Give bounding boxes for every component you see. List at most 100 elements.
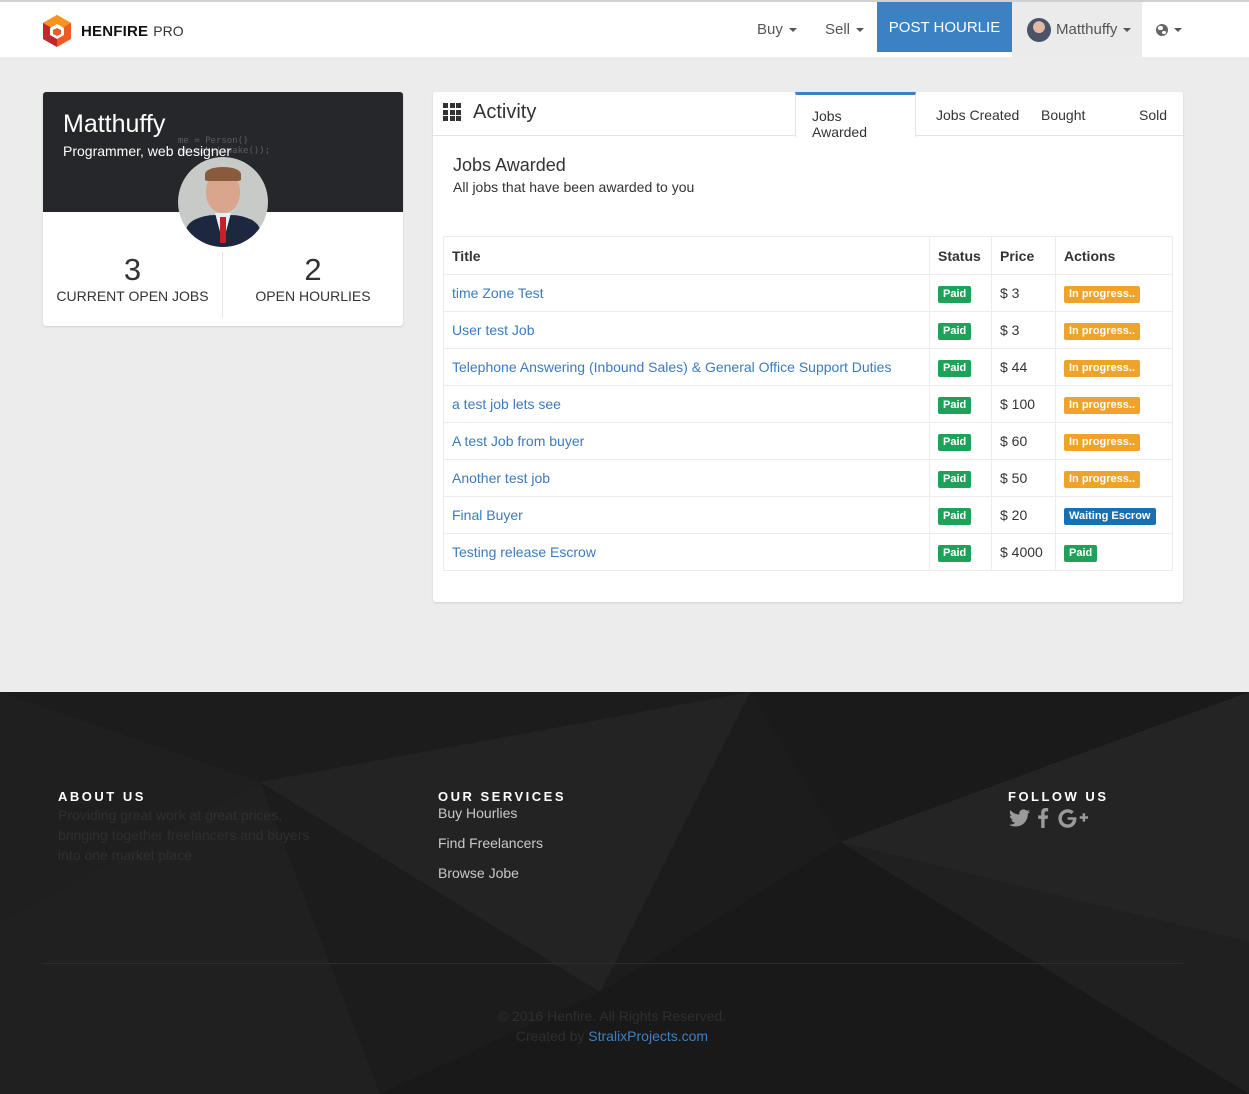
job-title-link[interactable]: time Zone Test xyxy=(452,285,544,301)
created-by-line: Created by StralixProjects.com xyxy=(0,1026,1224,1046)
status-badge: Paid xyxy=(938,322,972,340)
job-title-cell: Another test job xyxy=(443,459,930,497)
column-header-status: Status xyxy=(929,236,992,275)
nav-buy-dropdown[interactable]: Buy xyxy=(757,2,797,57)
status-cell: Paid xyxy=(929,533,992,571)
action-badge[interactable]: In progress.. xyxy=(1064,359,1141,377)
action-badge[interactable]: Waiting Escrow xyxy=(1064,507,1156,525)
action-cell: In progress.. xyxy=(1055,459,1173,497)
tab-jobs-created[interactable]: Jobs Created xyxy=(936,107,1020,123)
copyright-text: © 2016 Henfire. All Rights Reserved. xyxy=(497,1008,727,1024)
facebook-icon[interactable] xyxy=(1037,808,1049,828)
stat-label: OPEN HOURLIES xyxy=(255,288,371,304)
status-cell: Paid xyxy=(929,385,992,423)
status-cell: Paid xyxy=(929,311,992,349)
table-row: Telephone Answering (Inbound Sales) & Ge… xyxy=(443,348,1173,386)
status-cell: Paid xyxy=(929,274,992,312)
status-badge: Paid xyxy=(938,396,972,414)
job-title-cell: time Zone Test xyxy=(443,274,930,312)
tab-jobs-awarded[interactable]: Jobs Awarded xyxy=(795,92,916,140)
tab-sold[interactable]: Sold xyxy=(1139,107,1168,123)
footer: ABOUT US Providing great work at great p… xyxy=(0,692,1249,1094)
activity-title: Activity xyxy=(473,101,537,123)
profile-name: Matthuffy xyxy=(63,110,166,138)
creator-link[interactable]: StralixProjects.com xyxy=(588,1028,709,1044)
jobs-table-body: time Zone Test Paid $ 3 In progress.. User t… xyxy=(443,274,1173,571)
footer-link-browse-jobs[interactable]: Browse Jobe xyxy=(438,865,519,881)
action-badge[interactable]: In progress.. xyxy=(1064,322,1141,340)
avatar xyxy=(1027,17,1051,42)
section-title: Jobs Awarded xyxy=(453,155,566,175)
henfire-logo-icon xyxy=(43,15,71,47)
action-cell: Paid xyxy=(1055,533,1173,571)
status-badge: Paid xyxy=(938,359,972,377)
action-cell: In progress.. xyxy=(1055,348,1173,386)
job-title-link[interactable]: Another test job xyxy=(452,470,551,486)
action-badge[interactable]: Paid xyxy=(1064,544,1098,562)
nav-buy-label: Buy xyxy=(757,21,783,38)
price-cell: $ 60 xyxy=(991,422,1056,460)
job-title-cell: Telephone Answering (Inbound Sales) & Ge… xyxy=(443,348,930,386)
job-title-cell: a test job lets see xyxy=(443,385,930,423)
top-navbar: HENFIRE PRO Buy Sell POST HOURLIE Matthu… xyxy=(0,0,1249,57)
job-title-link[interactable]: Final Buyer xyxy=(452,507,523,523)
post-hourlie-button[interactable]: POST HOURLIE xyxy=(877,2,1012,52)
status-cell: Paid xyxy=(929,422,992,460)
job-title-cell: Final Buyer xyxy=(443,496,930,534)
footer-link-buy-hourlies[interactable]: Buy Hourlies xyxy=(438,805,518,821)
table-row: User test Job Paid $ 3 In progress.. xyxy=(443,311,1173,349)
table-row: A test Job from buyer Paid $ 60 In progress… xyxy=(443,422,1173,460)
action-badge[interactable]: In progress.. xyxy=(1064,470,1141,488)
action-badge[interactable]: In progress.. xyxy=(1064,396,1141,414)
language-dropdown[interactable] xyxy=(1156,2,1182,57)
action-badge[interactable]: In progress.. xyxy=(1064,285,1141,303)
status-badge: Paid xyxy=(938,470,972,488)
price-cell: $ 44 xyxy=(991,348,1056,386)
nav-sell-dropdown[interactable]: Sell xyxy=(825,2,865,57)
job-title-cell: Testing release Escrow xyxy=(443,533,930,571)
action-cell: Waiting Escrow xyxy=(1055,496,1173,534)
job-title-link[interactable]: a test job lets see xyxy=(452,396,561,412)
user-menu-dropdown[interactable]: Matthuffy xyxy=(1012,2,1142,57)
nav-sell-label: Sell xyxy=(825,21,851,38)
price-cell: $ 3 xyxy=(991,311,1056,349)
table-row: a test job lets see Paid $ 100 In progress.… xyxy=(443,385,1173,423)
status-badge: Paid xyxy=(938,544,972,562)
caret-down-icon xyxy=(856,27,865,32)
job-title-link[interactable]: User test Job xyxy=(452,322,535,338)
stat-value: 3 xyxy=(123,252,142,287)
status-badge: Paid xyxy=(938,285,972,303)
job-title-link[interactable]: A test Job from buyer xyxy=(452,433,585,449)
activity-tabs: Jobs Awarded Jobs Created Bought Sold xyxy=(795,92,1184,140)
footer-divider xyxy=(43,963,1183,964)
stat-current-open-jobs: 3 CURRENT OPEN JOBS xyxy=(43,252,223,318)
footer-copyright: © 2016 Henfire. All Rights Reserved. Cre… xyxy=(0,1006,1224,1046)
column-header-title: Title xyxy=(443,236,930,275)
column-header-actions: Actions xyxy=(1055,236,1173,275)
twitter-icon[interactable] xyxy=(1009,808,1030,828)
price-cell: $ 100 xyxy=(991,385,1056,423)
table-row: Final Buyer Paid $ 20 Waiting Escrow xyxy=(443,496,1173,534)
profile-photo xyxy=(178,157,268,247)
google-plus-icon[interactable] xyxy=(1058,808,1088,828)
footer-link-find-freelancers[interactable]: Find Freelancers xyxy=(438,835,544,851)
table-row: Testing release Escrow Paid $ 4000 Paid xyxy=(443,533,1173,571)
price-cell: $ 50 xyxy=(991,459,1056,497)
jobs-table: Title Status Price Actions time Zone Tes… xyxy=(443,236,1173,571)
created-by-label: Created by xyxy=(515,1028,585,1044)
tab-bought[interactable]: Bought xyxy=(1041,107,1086,123)
stat-value: 2 xyxy=(304,252,322,287)
brand[interactable]: HENFIRE PRO xyxy=(42,15,184,47)
action-badge[interactable]: In progress.. xyxy=(1064,433,1141,451)
job-title-link[interactable]: Telephone Answering (Inbound Sales) & Ge… xyxy=(452,359,892,375)
job-title-cell: User test Job xyxy=(443,311,930,349)
stat-open-hourlies: 2 OPEN HOURLIES xyxy=(223,252,403,304)
follow-heading: FOLLOW US xyxy=(1008,789,1109,804)
table-header-row: Title Status Price Actions xyxy=(443,236,1173,275)
job-title-link[interactable]: Testing release Escrow xyxy=(452,544,596,560)
action-cell: In progress.. xyxy=(1055,311,1173,349)
grid-icon xyxy=(443,103,461,121)
price-cell: $ 3 xyxy=(991,274,1056,312)
caret-down-icon xyxy=(1123,27,1132,32)
activity-panel: Activity Jobs Awarded Jobs Created Bough… xyxy=(433,92,1183,602)
